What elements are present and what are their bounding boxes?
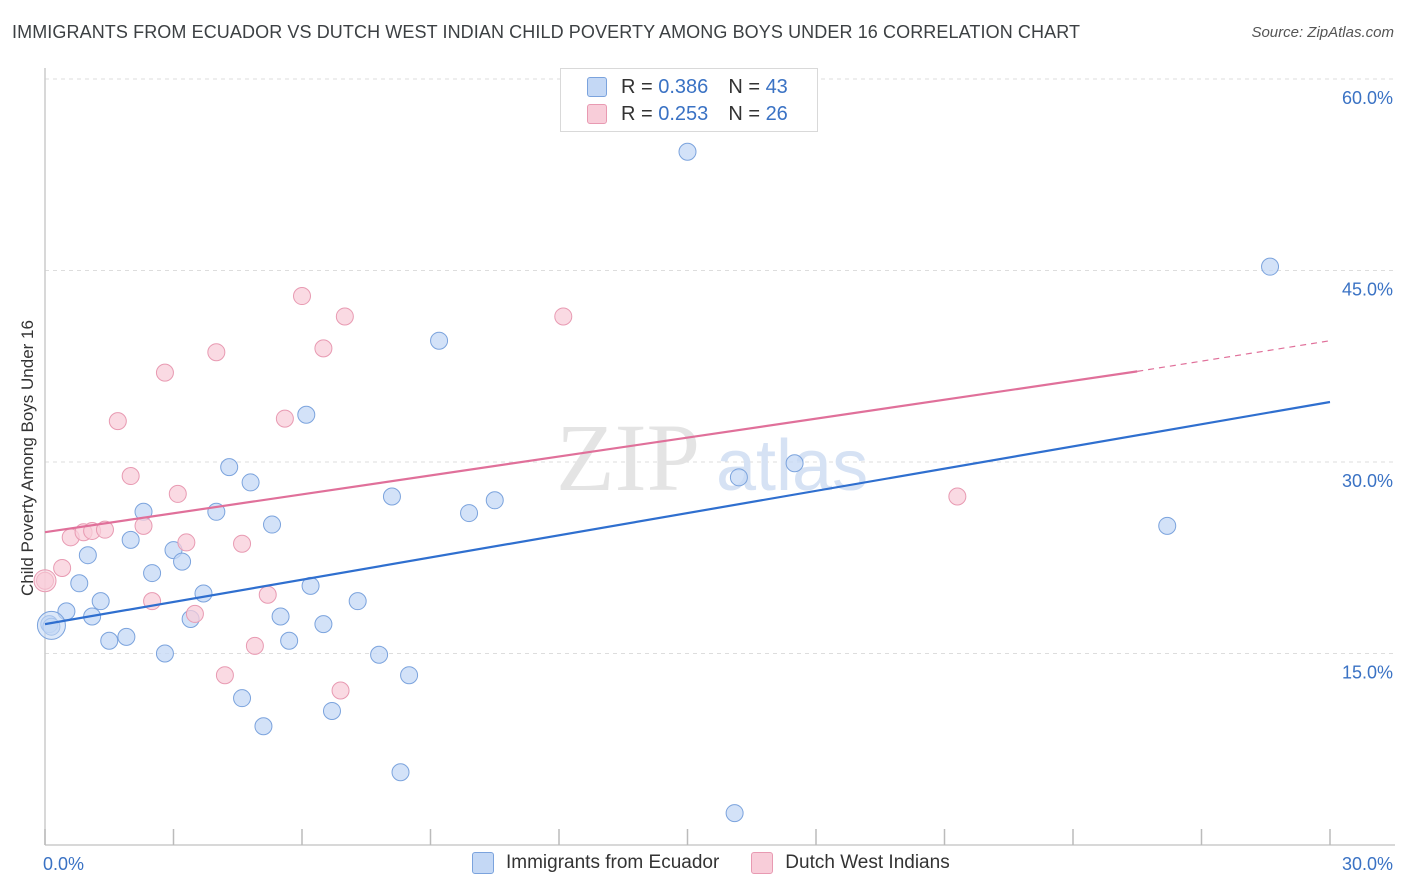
legend-swatch-ecuador <box>587 77 607 97</box>
legend-n-value: 43 <box>765 75 788 98</box>
ecuador-point <box>430 331 449 350</box>
legend-r-label: R = <box>621 102 653 125</box>
dutch-point <box>245 636 264 655</box>
ecuador-point <box>220 458 239 477</box>
legend-r-label: R = <box>621 75 653 98</box>
y-tick-label: 15.0% <box>1342 663 1393 683</box>
ecuador-point <box>1158 516 1177 535</box>
dutch-point <box>275 409 294 428</box>
legend-label-dutch: Dutch West Indians <box>785 852 950 873</box>
ecuador-point <box>485 491 504 510</box>
dutch-point <box>293 287 311 306</box>
dutch-point <box>258 585 277 604</box>
dutch-point <box>233 534 252 553</box>
legend-swatch-dutch <box>751 852 774 874</box>
grid-layer <box>45 78 1395 654</box>
ecuador-point <box>729 468 748 487</box>
dutch-point <box>207 343 226 362</box>
ecuador-point <box>391 763 410 782</box>
ecuador-point <box>725 804 744 823</box>
axis-layer <box>44 68 1395 846</box>
trend-layer <box>44 340 1331 626</box>
legend-n-label: N = <box>728 75 760 98</box>
dutch-point <box>168 484 187 503</box>
ecuador-point <box>241 473 260 492</box>
ecuador-point <box>36 610 66 640</box>
ecuador-point <box>233 689 252 708</box>
dutch-point <box>53 558 72 577</box>
legend-n-value: 26 <box>765 102 788 125</box>
dutch-point <box>134 516 153 535</box>
ecuador-point <box>297 405 316 424</box>
legend-r-value: 0.386 <box>658 75 709 98</box>
ecuador-point <box>70 574 89 593</box>
ecuador-point <box>322 701 341 720</box>
ecuador-point <box>400 666 419 685</box>
correlation-legend: R = 0.386 N = 43 R = 0.253 N = 26 <box>560 68 818 132</box>
legend-r-value: 0.253 <box>658 102 709 125</box>
ecuador-point <box>370 645 389 664</box>
y-tick-label: 30.0% <box>1342 471 1393 491</box>
dutch-point <box>948 487 967 506</box>
dutch-trend-extension <box>1137 340 1331 372</box>
y-tick-label: 45.0% <box>1342 280 1393 300</box>
legend-swatch-dutch <box>587 104 607 124</box>
dutch-point <box>185 604 204 623</box>
ecuador-point <box>100 631 119 650</box>
source-label: Source: ZipAtlas.com <box>1251 24 1394 41</box>
ecuador-point <box>1261 257 1280 276</box>
watermark: ZIP atlas <box>556 404 868 511</box>
dutch-point <box>314 339 333 358</box>
legend-swatch-ecuador <box>472 852 494 874</box>
x-tick-label-min: 0.0% <box>43 854 84 874</box>
ecuador-point <box>91 592 110 611</box>
ecuador-point <box>460 504 479 523</box>
dutch-point <box>95 520 114 539</box>
series-legend: Immigrants from Ecuador Dutch West India… <box>472 852 982 874</box>
points-layer <box>33 142 1280 823</box>
legend-n-label: N = <box>728 102 760 125</box>
legend-item-dutch[interactable]: Dutch West Indians <box>751 852 950 874</box>
ecuador-point <box>348 592 367 611</box>
dutch-point <box>554 307 573 326</box>
dutch-point <box>121 467 140 486</box>
ecuador-point <box>121 530 140 549</box>
ecuador-point <box>280 631 299 650</box>
ecuador-point <box>143 564 162 583</box>
legend-row-ecuador: R = 0.386 N = 43 <box>587 75 788 99</box>
ecuador-point <box>155 644 174 663</box>
ecuador-point <box>194 584 213 603</box>
dutch-point <box>331 681 350 700</box>
ecuador-point <box>271 607 290 626</box>
ecuador-point <box>173 552 192 571</box>
ecuador-point <box>314 615 333 634</box>
dutch-point <box>33 569 57 593</box>
x-tick-label-max: 30.0% <box>1342 854 1393 874</box>
legend-item-ecuador[interactable]: Immigrants from Ecuador <box>472 852 719 874</box>
ecuador-point <box>254 717 273 736</box>
dutch-point <box>215 666 234 685</box>
watermark-zip: ZIP <box>556 404 700 511</box>
ecuador-point <box>78 546 97 565</box>
legend-row-dutch: R = 0.253 N = 26 <box>587 102 788 126</box>
ecuador-point <box>382 487 401 506</box>
chart-title: IMMIGRANTS FROM ECUADOR VS DUTCH WEST IN… <box>12 22 1081 42</box>
ecuador-point <box>263 515 282 534</box>
dutch-point <box>335 307 354 326</box>
dutch-point <box>177 533 196 552</box>
dutch-point <box>108 412 127 431</box>
dutch-point <box>155 363 174 382</box>
tick-label-layer: 15.0% 30.0% 45.0% 60.0% 0.0% 30.0% <box>43 88 1393 874</box>
ecuador-point <box>785 454 804 473</box>
ecuador-point <box>678 142 697 161</box>
legend-label-ecuador: Immigrants from Ecuador <box>506 852 720 873</box>
ecuador-point <box>117 627 136 646</box>
dutch-trend-line <box>44 370 1138 534</box>
ecuador-trend-line <box>44 400 1331 626</box>
y-tick-label: 60.0% <box>1342 88 1393 108</box>
